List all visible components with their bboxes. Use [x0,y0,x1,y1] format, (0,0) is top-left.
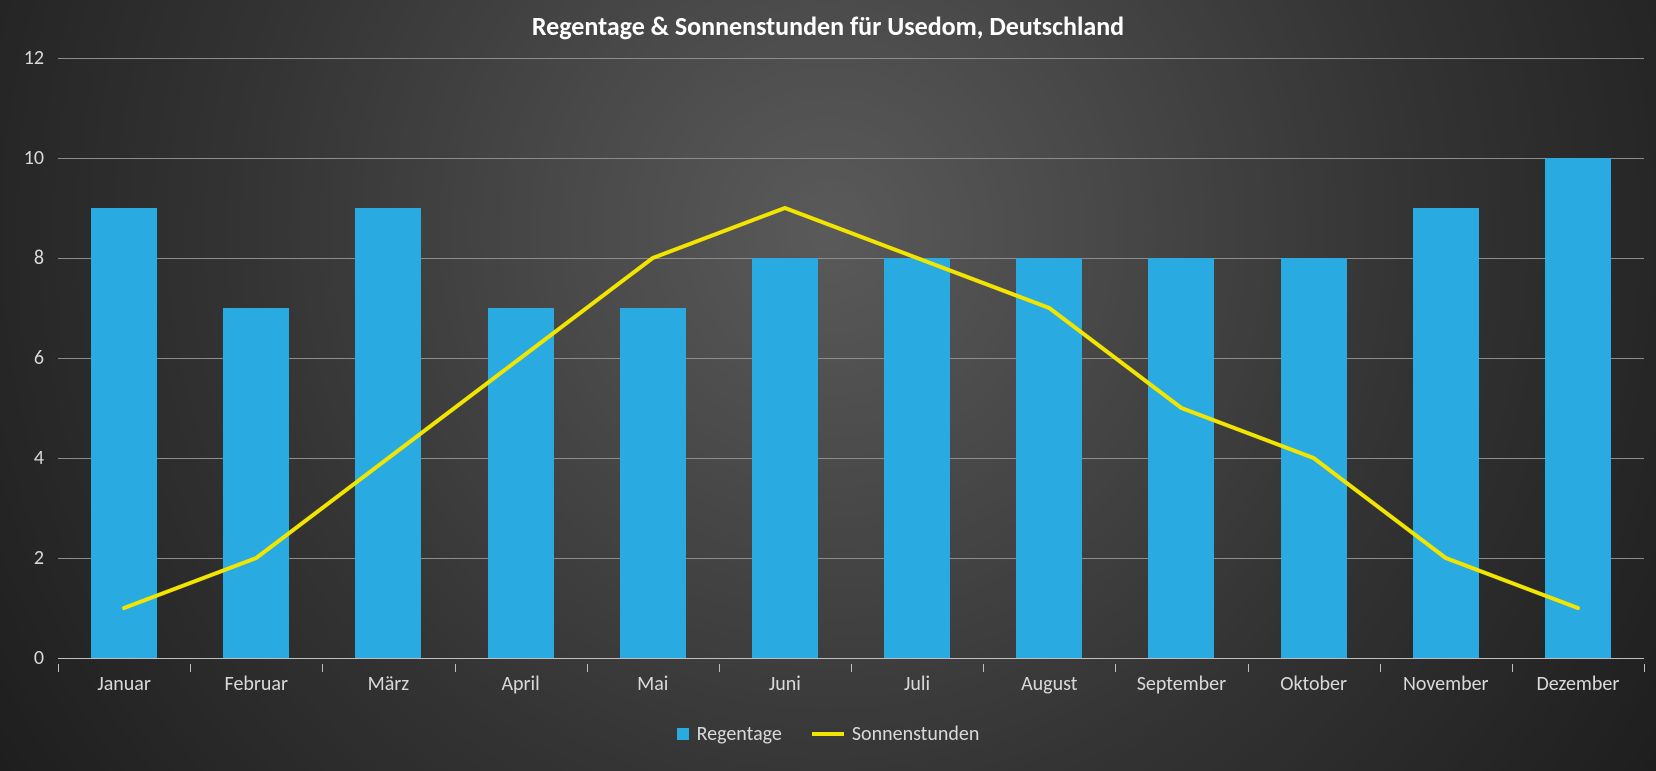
x-tick [190,664,191,672]
legend-item: Regentage [677,722,782,746]
legend-item: Sonnenstunden [812,722,980,746]
x-tick [1380,664,1381,672]
x-tick-label: August [1021,672,1077,696]
x-tick [587,664,588,672]
x-tick-label: April [501,672,539,696]
y-tick-label: 6 [34,346,58,370]
gridline [58,658,1644,659]
y-tick-label: 0 [34,646,58,670]
x-tick [58,664,59,672]
y-tick-label: 2 [34,546,58,570]
legend-swatch-bar-icon [677,728,689,740]
x-tick-label: Januar [97,672,151,696]
x-tick [851,664,852,672]
x-tick [1512,664,1513,672]
y-tick-label: 10 [24,146,58,170]
x-tick-label: Dezember [1536,672,1619,696]
x-tick-label: März [368,672,410,696]
legend-label: Regentage [697,722,782,746]
legend: Regentage Sonnenstunden [0,722,1656,746]
legend-swatch-line-icon [812,732,844,736]
x-tick [719,664,720,672]
x-tick-label: November [1403,672,1489,696]
x-tick [1644,664,1645,672]
x-tick [1248,664,1249,672]
x-tick [322,664,323,672]
y-tick-label: 4 [34,446,58,470]
x-tick [983,664,984,672]
legend-label: Sonnenstunden [852,722,980,746]
x-tick-label: Oktober [1280,672,1347,696]
chart-title: Regentage & Sonnenstunden für Usedom, De… [0,10,1656,42]
line-path [124,208,1578,608]
line-series [58,58,1644,658]
x-tick-label: Februar [225,672,288,696]
x-tick [1115,664,1116,672]
y-tick-label: 12 [24,46,58,70]
x-tick-label: Mai [637,672,668,696]
x-tick-label: Juni [769,672,801,696]
y-tick-label: 8 [34,246,58,270]
combo-chart: Regentage & Sonnenstunden für Usedom, De… [0,0,1656,771]
plot-area: 024681012 JanuarFebruarMärzAprilMaiJuniJ… [58,58,1644,658]
x-tick-label: September [1137,672,1226,696]
x-tick-label: Juli [904,672,930,696]
x-tick [455,664,456,672]
